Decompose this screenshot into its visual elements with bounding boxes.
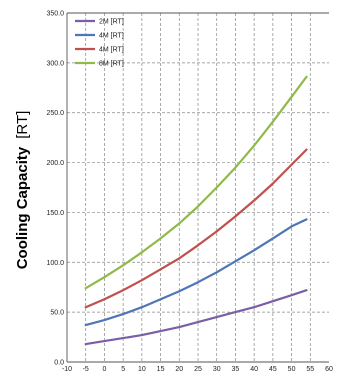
y-tick-label: 350.0 (46, 11, 64, 18)
legend-label: 4M [RT] (99, 47, 124, 54)
y-tick-label: 50.0 (50, 310, 64, 317)
x-tick-label: 0 (102, 366, 106, 373)
series-layer (84, 75, 308, 346)
x-tick-label: 5 (121, 366, 125, 373)
legend-item: 4M [RT] (75, 33, 124, 40)
x-tick-label: 45 (269, 366, 277, 373)
x-tick-labels: -10 -5 0 5 10 15 20 25 30 35 40 45 50 55 60 (62, 366, 333, 373)
x-tick-label: -5 (83, 366, 89, 373)
x-tick-label: 20 (175, 366, 183, 373)
legend-label: 4M [RT] (99, 33, 124, 40)
x-tick-label: 40 (250, 366, 258, 373)
y-axis-title: Cooling Capacity (14, 146, 31, 269)
x-tick-label: 30 (213, 366, 221, 373)
x-tick-label: -10 (62, 366, 72, 373)
y-tick-label: 0.0 (54, 360, 64, 367)
y-tick-label: 100.0 (46, 260, 64, 267)
series-2m-line (84, 289, 308, 346)
series-8m-line (84, 75, 308, 290)
x-tick-label: 60 (325, 366, 333, 373)
y-axis-label: Cooling Capacity [RT] (14, 111, 31, 270)
y-tick-label: 300.0 (46, 60, 64, 67)
x-tick-label: 50 (288, 366, 296, 373)
y-tick-label: 200.0 (46, 160, 64, 167)
y-tick-label: 250.0 (46, 110, 64, 117)
x-tick-label: 15 (157, 366, 165, 373)
legend-item: 2M [RT] (75, 19, 124, 26)
legend: 2M [RT] 4M [RT] 4M [RT] 8M [RT] (75, 19, 124, 68)
legend-label: 8M [RT] (99, 61, 124, 68)
legend-item: 4M [RT] (75, 47, 124, 54)
series-4m-blue-line (84, 218, 308, 327)
x-tick-label: 10 (138, 366, 146, 373)
x-tick-label: 25 (194, 366, 202, 373)
x-tick-label: 55 (306, 366, 314, 373)
legend-item: 8M [RT] (75, 61, 124, 68)
y-tick-labels: 0.0 50.0 100.0 150.0 200.0 250.0 300.0 350.0 (46, 11, 64, 367)
y-axis-unit: [RT] (14, 111, 31, 139)
axes (66, 12, 329, 363)
x-tick-label: 35 (232, 366, 240, 373)
series-4m-red-line (84, 148, 308, 309)
legend-label: 2M [RT] (99, 19, 124, 26)
y-tick-label: 150.0 (46, 210, 64, 217)
